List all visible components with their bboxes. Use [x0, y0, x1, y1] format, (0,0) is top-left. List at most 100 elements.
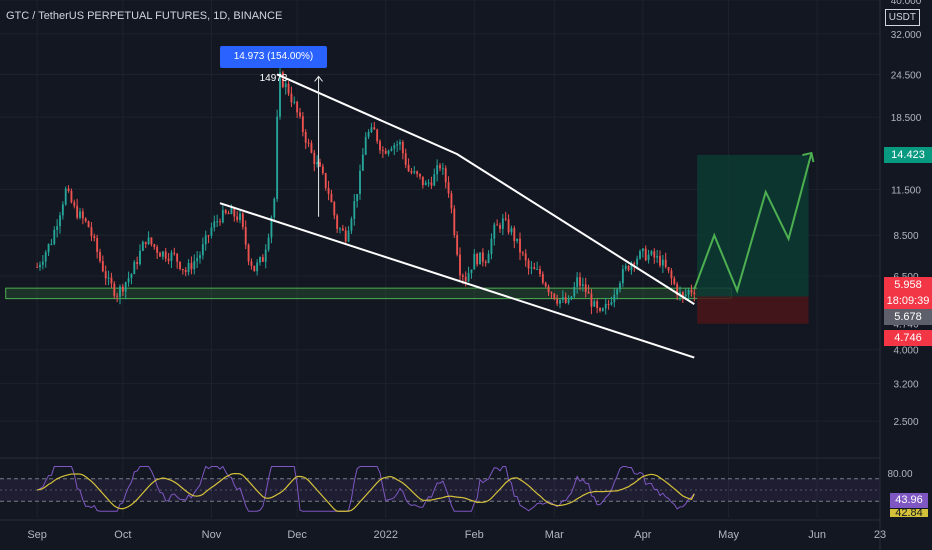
candle-body	[521, 252, 524, 254]
candle-body	[59, 215, 61, 227]
candle-body	[379, 141, 381, 151]
candle-body	[213, 221, 216, 228]
candle-body	[670, 270, 673, 279]
candle-body	[239, 213, 241, 221]
candle-body	[181, 268, 184, 271]
candle-body	[41, 261, 44, 265]
candle-body	[384, 150, 387, 154]
candle-body	[407, 164, 410, 172]
candle-body	[564, 297, 567, 303]
candle-body	[167, 258, 170, 261]
candle-body	[413, 171, 416, 173]
x-tick-label: 23	[874, 529, 886, 541]
candle-body	[301, 116, 304, 132]
x-tick-label: Nov	[202, 529, 222, 541]
candle-body	[130, 274, 133, 279]
candle-body	[136, 261, 139, 264]
projection-arrowhead	[802, 151, 815, 163]
candle-body	[127, 278, 130, 283]
candle-body	[461, 275, 464, 277]
candle-body	[530, 267, 533, 269]
candle-body	[681, 292, 684, 297]
candle-body	[96, 238, 99, 253]
candle-body	[439, 165, 441, 169]
candle-body	[190, 263, 193, 270]
candle-body	[321, 166, 324, 174]
candle-body	[299, 112, 301, 117]
candle-body	[621, 269, 624, 284]
candle-body	[401, 141, 404, 154]
rsi-ma-tag: 42.84	[890, 509, 928, 517]
candle-body	[410, 171, 413, 173]
candle-body	[524, 253, 527, 261]
candle-body	[376, 129, 379, 142]
candle-body	[87, 221, 90, 228]
candle-body	[159, 252, 161, 257]
candle-body	[139, 250, 141, 264]
candle-body	[610, 302, 613, 305]
measure-arrowhead	[314, 75, 323, 82]
candle-body	[501, 218, 504, 229]
y-tick-label: 40.000	[891, 0, 922, 7]
candle-body	[161, 251, 164, 257]
candle-body	[304, 131, 307, 143]
countdown-tag: 18:09:39	[884, 293, 932, 310]
candle-body	[673, 278, 676, 285]
candle-body	[224, 210, 227, 214]
candle-body	[339, 228, 341, 230]
candle-body	[601, 308, 604, 311]
candle-body	[604, 303, 607, 309]
candle-body	[347, 230, 350, 242]
x-tick-label: Oct	[114, 529, 131, 541]
candle-body	[296, 101, 299, 113]
upper-trendline	[276, 73, 695, 305]
candle-body	[633, 263, 636, 265]
candle-body	[147, 237, 150, 245]
candle-body	[636, 258, 639, 265]
candle-body	[613, 294, 616, 303]
candle-body	[370, 127, 373, 133]
y-tick-label: 32.000	[891, 30, 922, 41]
candle-body	[447, 182, 450, 194]
y-tick-label: 4.000	[893, 346, 918, 357]
rsi-value-tag: 43.96	[890, 493, 928, 508]
y-tick-label: 4.746	[893, 320, 918, 331]
stop-price-tag: 4.746	[884, 329, 932, 346]
candle-body	[341, 228, 344, 231]
target-price-tag: 14.423	[884, 146, 932, 163]
candle-body	[493, 224, 496, 239]
candle-body	[356, 194, 359, 202]
chart-title: GTC / TetherUS PERPETUAL FUTURES, 1D, BI…	[6, 10, 283, 22]
candle-body	[481, 252, 484, 262]
candle-body	[473, 253, 476, 270]
currency-button[interactable]: USDT	[884, 9, 920, 26]
candle-body	[607, 303, 610, 305]
candle-body	[276, 116, 279, 199]
candle-body	[381, 150, 384, 152]
candle-body	[116, 295, 119, 297]
candle-body	[84, 218, 87, 222]
measure-label: 14.973 (154.00%) 14973	[220, 46, 327, 84]
candle-body	[559, 299, 561, 304]
candle-body	[313, 152, 316, 165]
candle-body	[221, 210, 224, 223]
candle-body	[333, 202, 336, 216]
candle-body	[236, 216, 239, 221]
candle-body	[119, 286, 121, 297]
candle-body	[541, 274, 544, 283]
candle-body	[373, 127, 376, 130]
candle-body	[390, 148, 393, 151]
candle-body	[450, 193, 453, 209]
candle-body	[687, 289, 690, 295]
candle-body	[550, 292, 553, 294]
candle-body	[264, 249, 267, 262]
candle-body	[593, 301, 596, 307]
candle-body	[244, 227, 247, 245]
candle-body	[93, 236, 96, 239]
candle-body	[227, 213, 230, 215]
candle-body	[659, 255, 661, 266]
stop-zone	[697, 296, 809, 324]
candle-body	[399, 141, 401, 145]
candle-body	[256, 262, 259, 272]
